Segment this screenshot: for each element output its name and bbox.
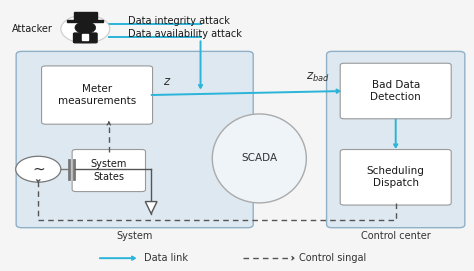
Text: System
States: System States [91,159,127,182]
Circle shape [16,156,61,182]
Text: Data availability attack: Data availability attack [128,29,242,39]
Circle shape [75,22,96,34]
Text: Attacker: Attacker [11,24,53,34]
Text: $z_{bad}$: $z_{bad}$ [306,71,330,84]
Text: Data integrity attack: Data integrity attack [128,16,229,26]
FancyBboxPatch shape [327,51,465,228]
FancyBboxPatch shape [340,150,451,205]
FancyBboxPatch shape [73,12,97,20]
Text: Control singal: Control singal [299,253,366,263]
Text: $z$: $z$ [164,75,172,88]
Ellipse shape [212,114,306,203]
Text: ~: ~ [32,162,45,177]
FancyBboxPatch shape [72,150,146,192]
Text: Data link: Data link [144,253,188,263]
Text: Control center: Control center [361,231,430,241]
FancyBboxPatch shape [42,66,153,124]
Text: Bad Data
Detection: Bad Data Detection [370,80,421,102]
Text: Meter
measurements: Meter measurements [58,84,136,106]
Text: System: System [117,231,153,241]
FancyBboxPatch shape [67,20,103,22]
Polygon shape [145,202,157,214]
Text: Scheduling
Dispatch: Scheduling Dispatch [367,166,425,189]
Text: SCADA: SCADA [241,153,277,163]
FancyBboxPatch shape [73,33,97,43]
FancyBboxPatch shape [82,34,88,40]
FancyBboxPatch shape [16,51,253,228]
FancyBboxPatch shape [340,63,451,119]
Circle shape [61,15,110,43]
